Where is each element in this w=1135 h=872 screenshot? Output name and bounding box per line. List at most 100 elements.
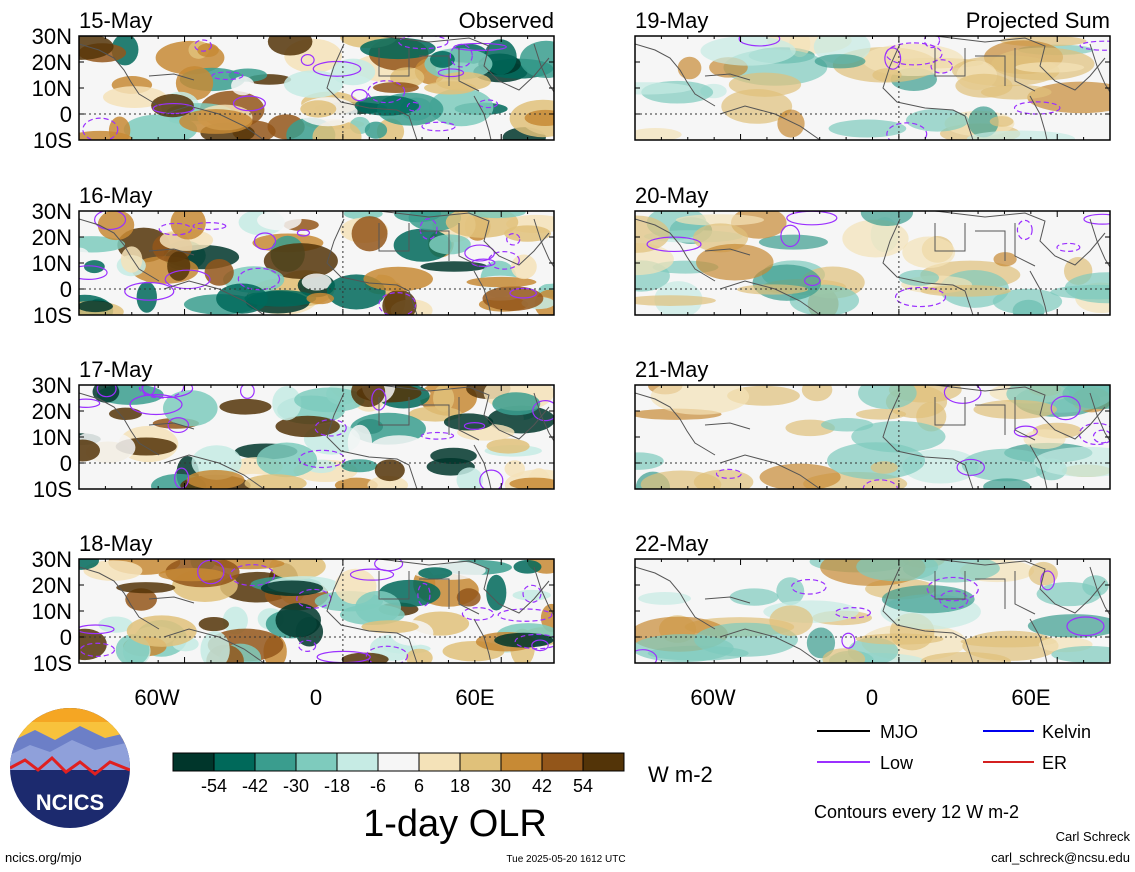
colorbar-box (418, 752, 461, 772)
low-contour (488, 251, 520, 270)
coastline (79, 218, 160, 282)
olr-anomaly (108, 407, 142, 420)
lat-label: 20N (32, 399, 72, 424)
olr-anomaly (420, 261, 488, 272)
olr-anomaly (512, 589, 551, 601)
lat-label: 10N (32, 251, 72, 276)
panel-date-label: 15-May (79, 8, 152, 33)
olr-anomaly (858, 385, 917, 410)
olr-anomaly (801, 385, 833, 402)
low-contour (229, 564, 275, 587)
coastline (1029, 618, 1048, 663)
olr-anomaly (361, 620, 419, 634)
olr-anomaly (79, 236, 126, 253)
olr-anomaly (814, 54, 866, 69)
legend-label-mjo: MJO (880, 722, 918, 742)
olr-anomaly (855, 633, 944, 645)
olr-anomaly (260, 580, 324, 596)
lat-label: 10S (33, 128, 72, 153)
low-contour (158, 222, 193, 236)
olr-anomaly (167, 251, 191, 281)
olr-anomaly (492, 392, 541, 416)
legend-label-low: Low (880, 753, 914, 773)
olr-anomaly (126, 615, 197, 647)
coastline (975, 230, 1006, 261)
coastline (704, 73, 751, 81)
olr-anomaly (430, 51, 455, 68)
olr-anomaly (162, 390, 218, 427)
footer-timestamp: Tue 2025-05-20 1612 UTC (506, 854, 625, 865)
olr-anomaly (640, 470, 722, 489)
olr-anomaly (283, 70, 344, 98)
lat-label: 10S (33, 303, 72, 328)
coastline (378, 36, 550, 91)
coastline (326, 392, 418, 489)
olr-anomaly (860, 211, 914, 226)
low-contour (152, 102, 195, 115)
low-contour (164, 269, 211, 290)
colorbar-tick-label: -30 (283, 776, 309, 796)
coastline (378, 223, 410, 252)
colorbar-tick-labels: -54 -42 -30 -18 -6 6 18 30 42 54 (201, 776, 593, 796)
map-panel: 20-May (634, 183, 1111, 316)
olr-anomaly (197, 43, 219, 57)
coastline (458, 571, 480, 615)
olr-anomaly (635, 295, 716, 306)
coastline (473, 270, 492, 315)
lon-label: 0 (866, 685, 878, 710)
low-contour (884, 47, 902, 70)
panel-date-label: 19-May (635, 8, 708, 33)
olr-anomaly (675, 214, 765, 226)
olr-anomaly (721, 88, 793, 124)
low-contour (79, 624, 115, 635)
olr-anomaly (513, 560, 542, 574)
olr-anomaly (79, 559, 100, 570)
lat-label: 0 (60, 102, 72, 127)
low-contour (211, 71, 244, 81)
low-contour (1066, 616, 1105, 637)
lat-label: 0 (60, 625, 72, 650)
olr-anomaly (635, 452, 664, 470)
map-panel: 19-May Projected Sum (634, 8, 1111, 141)
olr-anomaly (989, 116, 1014, 127)
olr-anomaly (467, 211, 526, 219)
olr-anomaly (842, 219, 909, 258)
lat-label: 0 (60, 451, 72, 476)
low-contour (509, 287, 537, 299)
olr-anomaly (429, 88, 494, 127)
olr-anomaly (158, 567, 225, 582)
olr-anomaly (351, 216, 388, 252)
lat-label: 30N (32, 199, 72, 224)
panel-date-label: 21-May (635, 357, 708, 382)
olr-anomaly (267, 36, 313, 56)
olr-anomaly (151, 94, 194, 118)
olr-anomaly (1023, 429, 1066, 450)
chart-title: 1-day OLR (363, 803, 547, 845)
coastline (1014, 48, 1036, 92)
colorbar-tick-label: 18 (450, 776, 470, 796)
olr-anomaly (920, 285, 1011, 297)
ncics-logo: NCICS (10, 708, 130, 828)
lat-label: 20N (32, 573, 72, 598)
footer-url[interactable]: ncics.org/mjo (5, 850, 82, 865)
olr-anomaly (301, 273, 332, 291)
colorbar-tick-label: -54 (201, 776, 227, 796)
low-contour (449, 43, 473, 68)
olr-anomaly (435, 71, 491, 91)
coastline (148, 248, 195, 256)
coastline (934, 36, 1106, 91)
olr-anomaly (374, 459, 405, 482)
low-contour (79, 398, 101, 408)
colorbar-box (377, 752, 420, 772)
olr-anomaly (635, 128, 682, 140)
coastline (1014, 397, 1036, 441)
olr-anomaly (856, 559, 939, 582)
olr-anomaly (294, 387, 365, 413)
olr-anomaly (256, 442, 318, 478)
olr-anomaly (769, 605, 813, 636)
olr-anomaly (175, 66, 214, 101)
low-contour (886, 122, 928, 140)
olr-anomaly (504, 225, 551, 242)
footer-email[interactable]: carl_schreck@ncsu.edu (991, 850, 1130, 865)
